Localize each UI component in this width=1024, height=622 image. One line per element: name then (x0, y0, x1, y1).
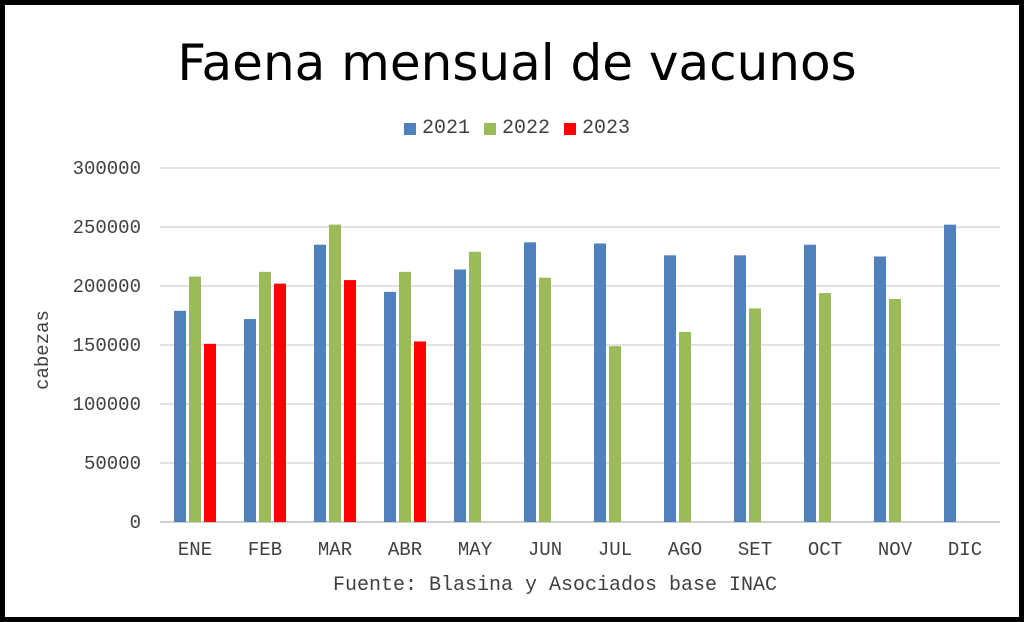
legend-item-2021: 2021 (403, 117, 470, 140)
bar-2022-oct (819, 293, 831, 522)
x-tick-abr: ABR (388, 539, 422, 561)
x-tick-feb: FEB (248, 539, 282, 561)
bar-2022-jul (609, 346, 621, 522)
bar-2022-ene (189, 276, 201, 522)
x-tick-oct: OCT (808, 539, 842, 561)
y-tick-0: 0 (130, 512, 141, 534)
bar-2023-abr (414, 341, 426, 522)
bar-2022-ago (679, 332, 691, 522)
bar-2022-mar (329, 224, 341, 522)
bar-2022-jun (539, 277, 551, 522)
bar-2022-nov (889, 298, 901, 522)
bar-2021-dic (944, 224, 956, 522)
legend-item-2022: 2022 (483, 117, 550, 140)
bar-2021-nov (874, 256, 886, 522)
bar-2021-jun (524, 242, 536, 522)
chart-title: Faena mensual de vacunos (177, 34, 857, 92)
bar-2021-may (454, 269, 466, 522)
legend-swatch-2022 (483, 122, 496, 135)
legend-swatch-2021 (403, 122, 416, 135)
bar-2022-set (749, 308, 761, 522)
y-tick-300000: 300000 (73, 158, 141, 180)
bar-2022-may (469, 251, 481, 522)
x-tick-dic: DIC (948, 539, 982, 561)
y-tick-250000: 250000 (73, 217, 141, 239)
bar-2021-set (734, 255, 746, 522)
legend-label-2023: 2023 (582, 117, 631, 140)
x-tick-ago: AGO (668, 539, 702, 561)
x-tick-mar: MAR (318, 539, 352, 561)
bar-2021-feb (244, 319, 256, 522)
y-tick-100000: 100000 (73, 394, 141, 416)
y-tick-50000: 50000 (84, 453, 141, 475)
legend-swatch-2023 (564, 122, 576, 135)
bar-2022-feb (259, 271, 271, 522)
bar-2021-oct (804, 244, 816, 522)
bar-2021-ene (174, 310, 186, 522)
legend-label-2022: 2022 (501, 117, 550, 140)
y-tick-200000: 200000 (73, 276, 141, 298)
legend-label-2021: 2021 (421, 117, 470, 140)
x-tick-set: SET (738, 539, 772, 561)
source-caption: Fuente: Blasina y Asociados base INAC (332, 574, 778, 597)
x-tick-jun: JUN (528, 539, 562, 561)
bar-2021-abr (384, 291, 396, 522)
x-tick-jul: JUL (598, 539, 632, 561)
x-tick-nov: NOV (878, 539, 913, 561)
bar-2022-abr (399, 271, 411, 522)
bar-2023-feb (274, 283, 286, 522)
bar-2023-mar (344, 280, 356, 522)
bar-2023-ene (204, 343, 216, 522)
bar-2021-jul (594, 243, 606, 522)
legend-item-2023: 2023 (564, 117, 630, 140)
x-tick-ene: ENE (178, 539, 212, 561)
bar-2021-ago (664, 255, 676, 522)
bar-2021-mar (314, 244, 326, 522)
x-tick-may: MAY (458, 539, 493, 561)
y-tick-150000: 150000 (73, 335, 141, 357)
legend: 2021 2022 2023 (5, 117, 1024, 140)
